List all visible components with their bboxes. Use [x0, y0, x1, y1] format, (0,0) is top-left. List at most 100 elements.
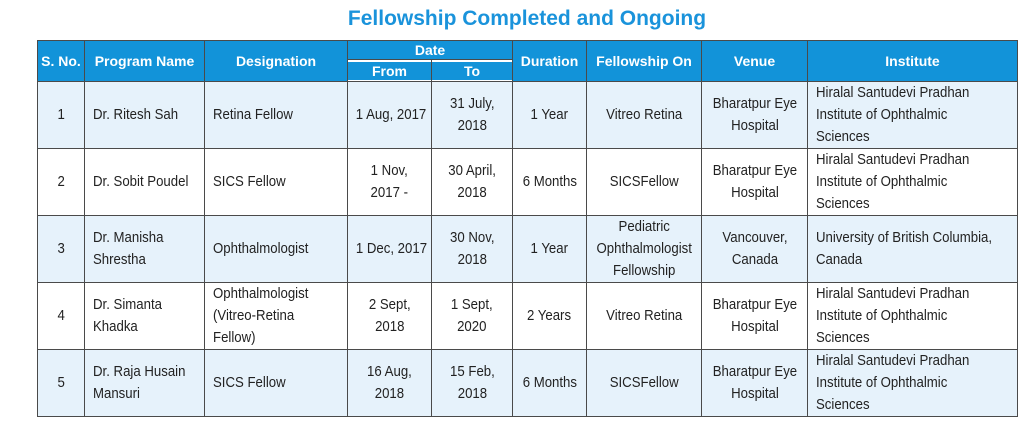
date-from-cell-text: 2 Sept, 2018 — [369, 294, 411, 338]
institute-cell: University of British Columbia, Canada — [807, 215, 1019, 283]
program-name-cell: Dr. Ritesh Sah — [84, 81, 205, 149]
designation-cell-line: Fellow) — [213, 329, 256, 346]
date-from-cell-line: 2018 — [374, 318, 405, 335]
venue-cell-text: Bharatpur Eye Hospital — [712, 160, 796, 204]
duration-cell-text: 1 Year — [531, 104, 568, 126]
sno-cell: 5 — [37, 349, 85, 417]
date-from-cell: 16 Aug, 2018 — [347, 349, 432, 417]
designation-cell-line: Ophthalmologist — [213, 240, 309, 257]
designation-cell: SICS Fellow — [204, 148, 348, 216]
program-name-cell-text: Dr. Raja Husain Mansuri — [93, 361, 185, 405]
date-to-cell-text: 1 Sept, 2020 — [451, 294, 493, 338]
program-name-cell-text: Dr. Simanta Khadka — [93, 294, 162, 338]
header-sno-label: S. No. — [41, 53, 81, 69]
institute-cell-line: Sciences — [816, 329, 870, 346]
designation-cell: SICS Fellow — [204, 349, 348, 417]
table-row: 3 Dr. Manisha Shrestha Ophthalmologist 1 Dec… — [37, 215, 1019, 283]
date-to-cell-line: 1 Sept, — [451, 296, 493, 313]
venue-cell-line: Bharatpur Eye — [712, 296, 797, 313]
sno-cell-text: 2 — [57, 173, 65, 190]
fellowship-on-cell-line: Ophthalmologist — [596, 240, 692, 257]
date-to-cell: 30 Nov, 2018 — [430, 215, 514, 283]
designation-cell-line: SICS Fellow — [213, 173, 286, 190]
date-from-cell: 2 Sept, 2018 — [347, 282, 432, 350]
program-name-cell-text: Dr. Manisha Shrestha — [93, 227, 163, 271]
fellowship-on-cell-text: Pediatric Ophthalmologist Fellowship — [596, 217, 692, 282]
venue-cell: Bharatpur Eye Hospital — [701, 81, 809, 149]
header-duration: Duration — [512, 40, 588, 82]
institute-cell-line: Sciences — [816, 396, 870, 413]
header-sno: S. No. — [37, 40, 85, 82]
date-from-cell-line: 1 Dec, 2017 — [355, 240, 428, 257]
sno-cell-text: 4 — [57, 307, 65, 324]
header-designation: Designation — [204, 40, 348, 82]
date-to-cell: 15 Feb, 2018 — [430, 349, 514, 417]
institute-cell-text: Hiralal Santudevi Pradhan Institute of Op… — [816, 150, 970, 215]
duration-cell-line: 1 Year — [530, 240, 569, 257]
fellowship-on-cell-text: SICSFellow — [610, 171, 679, 193]
date-from-cell: 1 Dec, 2017 — [347, 215, 432, 283]
date-to-cell-line: 30 Nov, — [449, 229, 495, 246]
institute-cell-line: Sciences — [816, 195, 870, 212]
duration-cell-text: 6 Months — [522, 372, 576, 394]
institute-cell-line: Hiralal Santudevi Pradhan — [816, 285, 970, 302]
institute-cell: Hiralal Santudevi Pradhan Institute of Op… — [807, 81, 1019, 149]
institute-cell: Hiralal Santudevi Pradhan Institute of Op… — [807, 282, 1019, 350]
sno-cell: 3 — [37, 215, 85, 283]
institute-cell-line: Institute of Ophthalmic — [816, 173, 948, 190]
table-row: 1 Dr. Ritesh Sah Retina Fellow 1 Aug, 2017 3… — [37, 81, 1019, 149]
date-to-cell-line: 2018 — [457, 117, 487, 134]
date-to-cell-line: 2020 — [457, 318, 487, 335]
venue-cell: Bharatpur Eye Hospital — [701, 148, 809, 216]
institute-cell-text: Hiralal Santudevi Pradhan Institute of Op… — [816, 284, 970, 349]
venue-cell-line: Bharatpur Eye — [712, 162, 797, 179]
header-fellowship-on: Fellowship On — [586, 40, 703, 82]
date-to-cell-line: 31 July, — [449, 95, 495, 112]
fellowship-on-cell-line: SICSFellow — [609, 173, 679, 190]
date-from-cell: 1 Aug, 2017 — [347, 81, 432, 149]
sno-cell: 4 — [37, 282, 85, 350]
designation-cell-line: (Vitreo-Retina — [213, 307, 295, 324]
designation-cell-line: Ophthalmologist — [213, 285, 309, 302]
institute-cell: Hiralal Santudevi Pradhan Institute of Op… — [807, 349, 1019, 417]
program-name-cell: Dr. Simanta Khadka — [84, 282, 205, 350]
page-title: Fellowship Completed and Ongoing — [347, 7, 707, 30]
institute-cell-text: Hiralal Santudevi Pradhan Institute of Op… — [816, 351, 970, 416]
fellowship-on-cell: SICSFellow — [586, 349, 703, 417]
fellowship-on-cell: Vitreo Retina — [586, 282, 703, 350]
fellowship-on-cell-line: Vitreo Retina — [605, 106, 683, 123]
fellowship-on-cell-text: SICSFellow — [610, 372, 679, 394]
venue-cell-line: Hospital — [730, 117, 779, 134]
venue-cell-text: Bharatpur Eye Hospital — [712, 93, 796, 137]
program-name-cell-text: Dr. Sobit Poudel — [93, 171, 188, 193]
duration-cell-line: 6 Months — [522, 173, 577, 190]
venue-cell-line: Hospital — [730, 184, 779, 201]
venue-cell: Bharatpur Eye Hospital — [701, 282, 809, 350]
program-name-cell-text: Dr. Ritesh Sah — [93, 104, 178, 126]
date-from-cell-text: 1 Nov, 2017 - — [371, 160, 408, 204]
header-venue: Venue — [701, 40, 809, 82]
date-from-cell-line: 2018 — [374, 385, 405, 402]
institute-cell-line: Hiralal Santudevi Pradhan — [816, 151, 970, 168]
designation-cell-text: Ophthalmologist — [213, 238, 308, 260]
institute-cell-line: Institute of Ophthalmic — [816, 106, 948, 123]
table-row: 2 Dr. Sobit Poudel SICS Fellow 1 Nov, 2017 -… — [37, 148, 1019, 216]
designation-cell-text: SICS Fellow — [213, 171, 286, 193]
duration-cell-line: 2 Years — [527, 307, 572, 324]
institute-cell-line: Hiralal Santudevi Pradhan — [816, 352, 970, 369]
venue-cell-text: Bharatpur Eye Hospital — [712, 361, 796, 405]
designation-cell-text: SICS Fellow — [213, 372, 286, 394]
duration-cell-line: 6 Months — [522, 374, 577, 391]
header-date-from: From — [347, 59, 432, 82]
designation-cell-text: Ophthalmologist (Vitreo-Retina Fellow) — [213, 284, 309, 349]
date-to-cell-text: 30 Nov, 2018 — [450, 227, 495, 271]
date-from-cell-text: 1 Dec, 2017 — [356, 238, 427, 260]
date-to-cell-line: 2018 — [457, 184, 487, 201]
program-name-cell-line: Dr. Manisha — [93, 229, 164, 246]
fellowship-on-cell-line: Pediatric — [618, 218, 670, 235]
date-from-cell-line: 1 Nov, — [370, 162, 409, 179]
duration-cell: 6 Months — [512, 148, 588, 216]
venue-cell-line: Hospital — [730, 318, 779, 335]
designation-cell: Ophthalmologist — [204, 215, 348, 283]
program-name-cell: Dr. Manisha Shrestha — [84, 215, 205, 283]
